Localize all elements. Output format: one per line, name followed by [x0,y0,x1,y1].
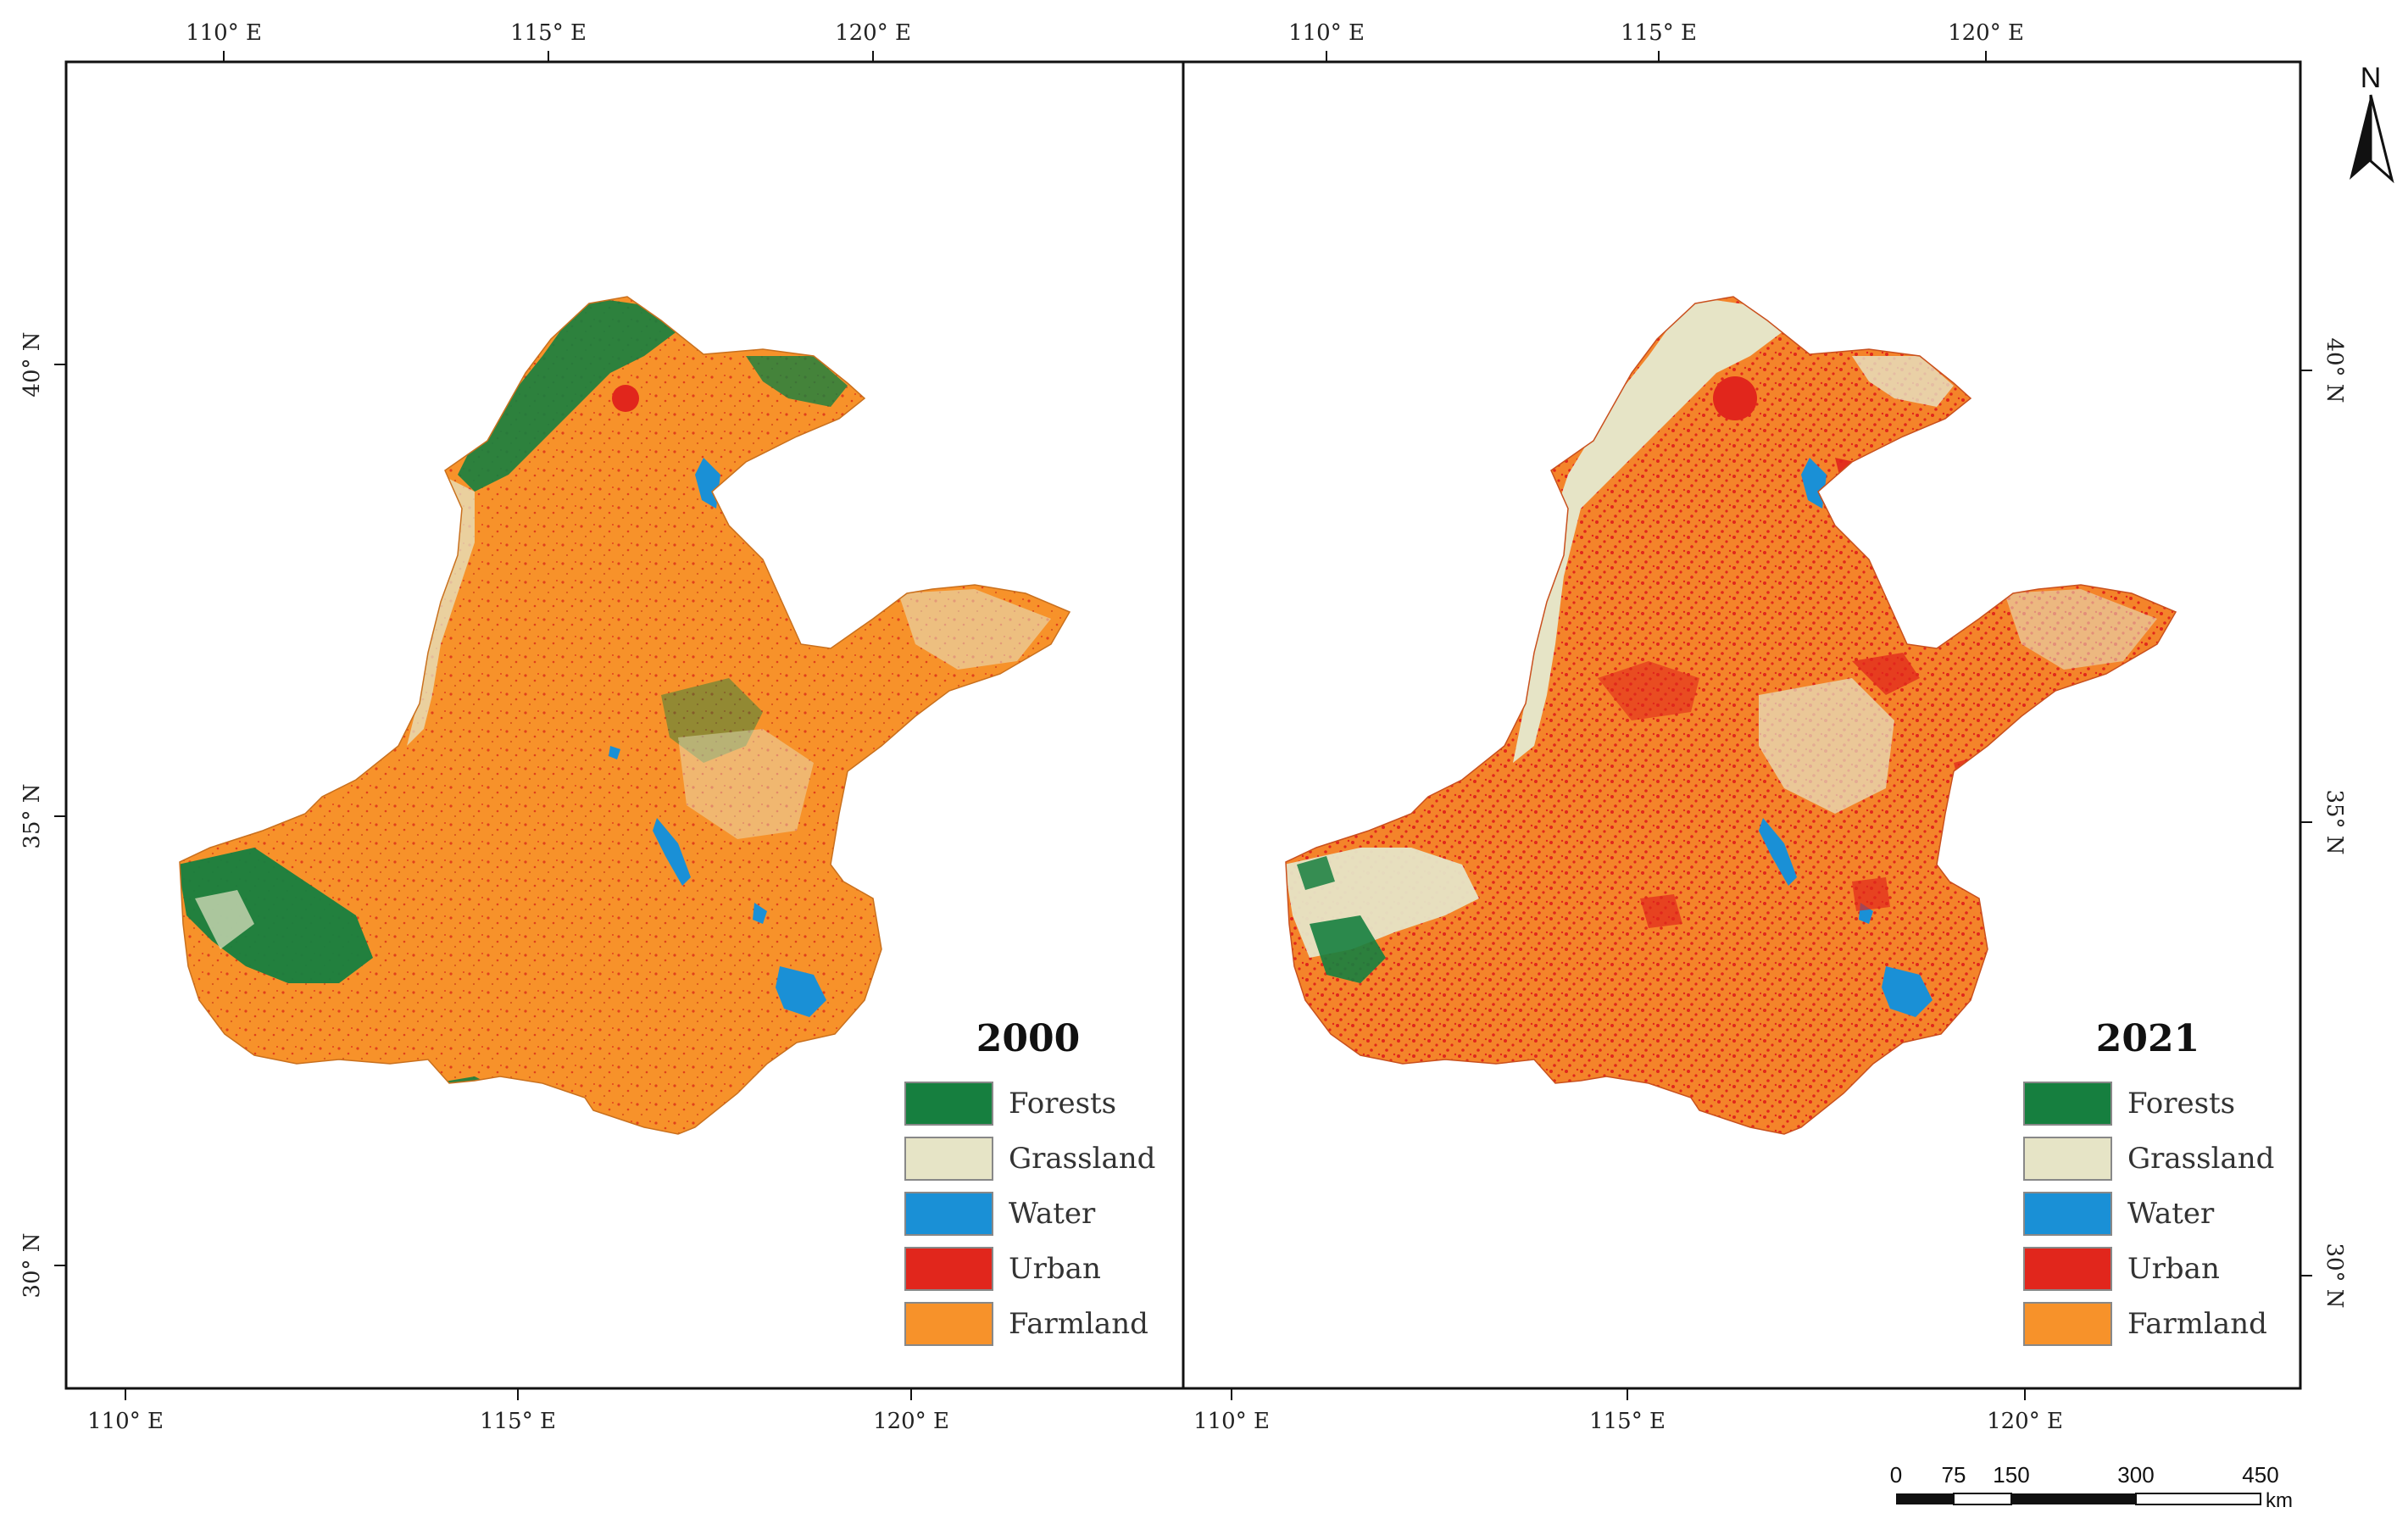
grassland-area [1852,356,1954,407]
urban-area [1640,894,1682,928]
urban-area [1852,877,1890,911]
lon-label-115: 115° E [510,20,587,46]
legend-swatch-forests [904,1082,993,1126]
scale-tick-450: 450 [2242,1462,2278,1488]
grassland-area [195,890,254,949]
lat-label-35: 35° N [19,783,45,848]
legend: Forests Grassland Water Urban Farmland [2023,1082,2274,1346]
lon-label-115: 115° E [1589,1409,1666,1434]
water-body [609,746,620,759]
water-body [776,966,826,1017]
lat-label-35: 35° N [2322,789,2347,854]
water-body [753,903,767,924]
grassland-area [1513,297,1784,763]
lat-label-40: 40° N [19,331,45,397]
lat-label-30: 30° N [19,1232,45,1298]
urban-area [1852,653,1920,695]
scale-tick-300: 300 [2117,1462,2154,1488]
legend-label-water: Water [2127,1197,2215,1231]
legend-swatch-farmland [2023,1302,2112,1346]
legend-swatch-farmland [904,1302,993,1346]
legend-label-forests: Forests [1009,1087,1116,1121]
north-letter: N [2361,62,2382,94]
legend-swatch-forests [2023,1082,2112,1126]
legend-label-urban: Urban [1009,1252,1101,1286]
water-body [1882,966,1933,1017]
left-latitude-labels: 40° N 35° N 30° N [19,331,66,1299]
legend-label-farmland: Farmland [2127,1307,2267,1341]
water-body [653,818,691,886]
scale-tick-75: 75 [1942,1462,1966,1488]
grassland-area [678,729,814,839]
grassland-area [898,589,1051,670]
lon-label-120: 120° E [1948,20,2024,46]
lon-label-110: 110° E [1288,20,1365,46]
forest-area [1310,915,1386,983]
legend-label-grassland: Grassland [1009,1142,1155,1176]
north-arrow-icon [2350,95,2371,180]
urban-area [1598,661,1699,720]
forest-area [1297,856,1335,890]
scale-tick-150: 150 [1993,1462,2029,1488]
grassland-area [1759,678,1894,814]
forest-area [661,678,763,763]
top-longitude-labels: 110° E 115° E 120° E [1288,20,2024,62]
legend-label-urban: Urban [2127,1252,2220,1286]
legend-label-water: Water [1009,1197,1096,1231]
map-panel-2021: 110° E 115° E 120° E 110° E 115° E 120° … [1182,20,2347,1434]
forest-area [746,356,848,407]
legend: Forests Grassland Water Urban Farmland [904,1082,1155,1346]
legend-label-farmland: Farmland [1009,1307,1148,1341]
north-arrow: N [2350,62,2394,184]
lat-label-30: 30° N [2322,1243,2347,1308]
lat-label-40: 40° N [2322,337,2347,403]
right-latitude-labels: 40° N 35° N 30° N [2300,337,2347,1309]
lon-label-120: 120° E [873,1409,949,1434]
legend-swatch-grassland [904,1137,993,1181]
grassland-area [2005,589,2157,670]
lon-label-120: 120° E [835,20,911,46]
bottom-longitude-labels: 110° E 115° E 120° E [1193,1388,2063,1434]
lon-label-110: 110° E [1193,1409,1270,1434]
scale-unit: km [2266,1489,2293,1512]
lon-label-120: 120° E [1987,1409,2063,1434]
bottom-longitude-labels: 110° E 115° E 120° E [87,1388,949,1434]
legend-swatch-grassland [2023,1137,2112,1181]
lon-label-110: 110° E [87,1409,164,1434]
lon-label-115: 115° E [1621,20,1697,46]
lon-label-115: 115° E [480,1409,556,1434]
legend-label-forests: Forests [2127,1087,2235,1121]
scale-bar: 0 75 150 300 450 km [1890,1462,2293,1512]
legend-swatch-water [2023,1192,2112,1236]
lon-label-110: 110° E [186,20,262,46]
urban-area [1713,376,1757,420]
urban-area [612,385,639,412]
legend-swatch-water [904,1192,993,1236]
map-year-label: 2021 [2096,1017,2199,1060]
legend-label-grassland: Grassland [2127,1142,2274,1176]
water-body [1759,818,1797,886]
map-year-label: 2000 [976,1017,1080,1060]
map-panel-2000: 110° E 115° E 120° E 110° E 115° E 120° … [19,20,1185,1434]
forest-area [180,848,373,983]
legend-swatch-urban [904,1247,993,1291]
top-longitude-labels: 110° E 115° E 120° E [186,20,911,62]
legend-swatch-urban [2023,1247,2112,1291]
scale-tick-0: 0 [1890,1462,1902,1488]
forest-area [458,297,678,492]
